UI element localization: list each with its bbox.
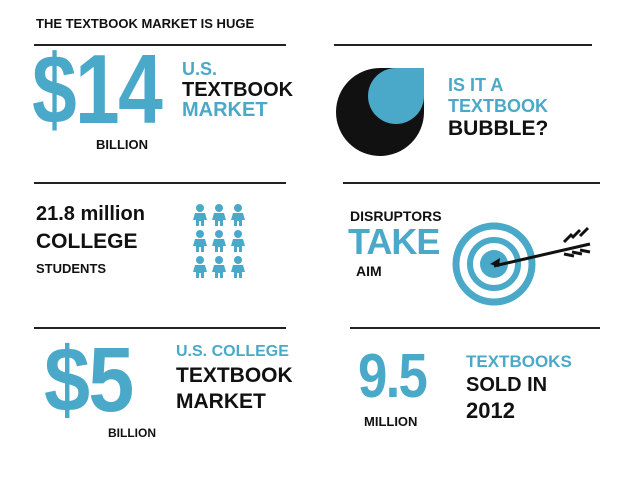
- college-market-line2: TEXTBOOK: [176, 364, 293, 387]
- bubble-line2: TEXTBOOK: [448, 96, 549, 116]
- divider: [343, 182, 600, 184]
- sold-line1: TEXTBOOKS: [466, 352, 572, 371]
- us-market-value: $14: [32, 34, 163, 144]
- divider: [34, 182, 286, 184]
- divider: [334, 44, 592, 46]
- students-value: 21.8 million: [36, 203, 145, 225]
- sold-line2: SOLD IN: [466, 374, 548, 396]
- bubble-line1: IS IT A: [448, 75, 504, 95]
- divider: [34, 327, 286, 329]
- divider: [34, 44, 286, 46]
- students-line2: COLLEGE: [36, 230, 138, 253]
- disruptors-line3: AIM: [356, 263, 382, 279]
- college-market-value: $5: [44, 329, 134, 431]
- drop-bubble-icon: [336, 68, 424, 156]
- us-market-unit: BILLION: [96, 137, 148, 152]
- disruptors-line2: TAKE: [348, 221, 440, 262]
- divider: [350, 327, 600, 329]
- page-title: THE TEXTBOOK MARKET IS HUGE: [36, 16, 255, 31]
- disruptors-line1: DISRUPTORS: [350, 208, 442, 224]
- college-market-line3: MARKET: [176, 390, 266, 413]
- sold-line3: 2012: [466, 398, 515, 423]
- people-icon-grid: [193, 204, 245, 278]
- target-arrow-icon: [452, 222, 591, 306]
- bubble-line3: BUBBLE?: [448, 117, 549, 140]
- college-market-unit: BILLION: [108, 426, 156, 440]
- us-market-line3: MARKET: [182, 99, 268, 121]
- sold-unit: MILLION: [364, 414, 418, 429]
- us-market-line1: U.S.: [182, 59, 218, 79]
- college-market-line1: U.S. COLLEGE: [176, 343, 289, 360]
- us-market-line2: TEXTBOOK: [182, 79, 294, 101]
- students-line3: STUDENTS: [36, 261, 107, 276]
- sold-value: 9.5: [358, 342, 428, 411]
